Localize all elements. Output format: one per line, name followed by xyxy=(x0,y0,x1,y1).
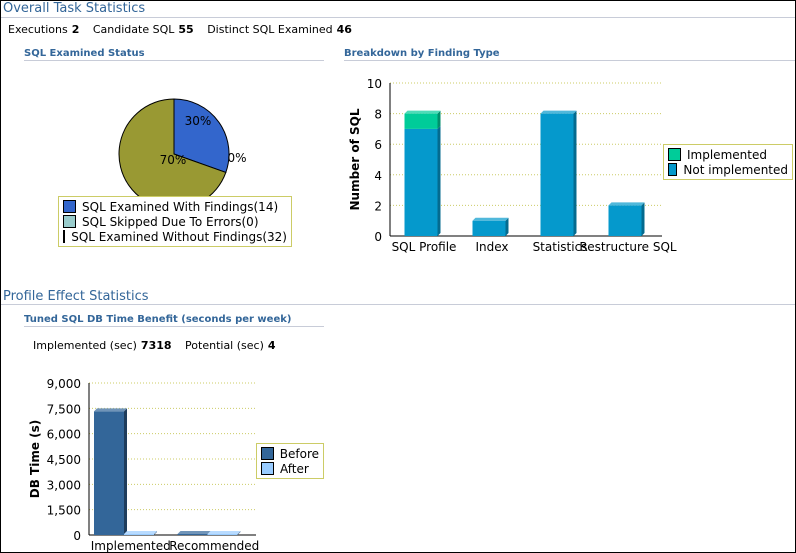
y-tick-label: 10 xyxy=(367,77,382,91)
y-tick-label: 4 xyxy=(374,169,382,183)
overall-section-title: Overall Task Statistics xyxy=(3,1,146,16)
db-time-legend: Before After xyxy=(256,443,324,479)
bar-top xyxy=(124,531,157,534)
bar-top xyxy=(540,110,577,114)
legend-item: SQL Skipped Due To Errors(0) xyxy=(63,214,287,229)
legend-label: After xyxy=(280,461,309,476)
bar xyxy=(124,534,154,535)
legend-item: Implemented xyxy=(668,147,788,162)
x-tick-label: Statistics xyxy=(533,240,588,254)
bar-side xyxy=(437,125,441,236)
pie-slice xyxy=(173,98,230,174)
x-tick-label: Restructure SQL xyxy=(579,240,677,254)
y-tick-label: 3,000 xyxy=(47,478,81,492)
pie-slice-label: 0% xyxy=(227,151,246,165)
divider xyxy=(24,326,324,327)
overall-stats: Executions 2 Candidate SQL 55 Distinct SQL… xyxy=(8,23,362,36)
stat-value: 46 xyxy=(336,23,352,36)
legend-item: Before xyxy=(261,446,319,461)
bar-side xyxy=(573,110,577,236)
y-tick-label: 2 xyxy=(374,199,382,213)
y-axis-label: DB Time (s) xyxy=(28,420,42,499)
y-tick-label: 8 xyxy=(374,108,382,122)
profile-chart-title: Tuned SQL DB Time Benefit (seconds per w… xyxy=(24,314,292,325)
stat-label: Implemented (sec) xyxy=(33,339,137,352)
divider xyxy=(1,17,795,18)
bar-side xyxy=(641,202,645,236)
bar xyxy=(404,128,438,236)
y-tick-label: 9,000 xyxy=(47,377,81,391)
y-tick-label: 7,500 xyxy=(47,402,81,416)
bar-top xyxy=(207,531,241,534)
profile-stats: Implemented (sec) 7318 Potential (sec) 4 xyxy=(33,339,286,352)
bar xyxy=(404,113,438,129)
stat-label: Candidate SQL xyxy=(92,23,175,36)
bar-side xyxy=(437,110,441,129)
stat-value: 4 xyxy=(267,339,276,352)
legend-swatch xyxy=(668,163,678,176)
legend-label: SQL Examined With Findings(14) xyxy=(82,199,279,214)
legend-label: Implemented xyxy=(687,147,767,162)
legend-label: Before xyxy=(279,446,319,461)
legend-label: SQL Examined Without Findings(32) xyxy=(71,229,287,244)
bar-side xyxy=(237,531,241,535)
bar xyxy=(94,411,124,535)
bar-top xyxy=(608,202,645,206)
y-tick-label: 1,500 xyxy=(47,504,81,518)
bar-side xyxy=(505,217,509,236)
legend-swatch xyxy=(261,447,274,460)
pie-slice-label: 70% xyxy=(160,153,187,167)
y-axis-label: Number of SQL xyxy=(348,108,362,210)
stat-label: Distinct SQL Examined xyxy=(207,23,333,36)
bar-top xyxy=(94,408,127,412)
x-tick-label: Index xyxy=(475,240,508,254)
legend-swatch xyxy=(63,230,66,243)
x-tick-label: SQL Profile xyxy=(392,240,457,254)
bar-top xyxy=(404,110,441,114)
legend-swatch xyxy=(668,148,681,161)
divider xyxy=(344,60,795,61)
y-tick-label: 6 xyxy=(374,138,382,152)
bar xyxy=(608,205,642,236)
legend-item: After xyxy=(261,461,319,476)
bar xyxy=(540,113,574,236)
y-tick-label: 0 xyxy=(374,230,382,244)
legend-item: Not implemented xyxy=(668,162,788,177)
x-tick-label: Recommended xyxy=(169,539,259,553)
stat-value: 2 xyxy=(71,23,80,36)
bar xyxy=(177,534,208,535)
bar-side xyxy=(124,408,127,535)
divider xyxy=(24,60,324,61)
pie-legend: SQL Examined With Findings(14) SQL Skipp… xyxy=(58,196,292,247)
stat-label: Potential (sec) xyxy=(185,339,264,352)
legend-label: SQL Skipped Due To Errors(0) xyxy=(82,214,259,229)
bar-title: Breakdown by Finding Type xyxy=(344,48,500,59)
stat-value: 7318 xyxy=(140,339,172,352)
stat-label: Executions xyxy=(8,23,68,36)
bar-side xyxy=(154,531,157,535)
pie-title: SQL Examined Status xyxy=(24,48,145,59)
x-tick-label: Implemented xyxy=(91,539,171,553)
legend-swatch xyxy=(261,462,274,475)
bar-top xyxy=(177,531,211,534)
legend-item: SQL Examined Without Findings(32) xyxy=(63,229,287,244)
y-tick-label: 4,500 xyxy=(47,453,81,467)
bar-legend: Implemented Not implemented xyxy=(663,144,793,180)
stat-value: 55 xyxy=(178,23,194,36)
bar-top xyxy=(472,217,509,221)
y-tick-label: 0 xyxy=(73,529,81,543)
pie-slice-label: 30% xyxy=(185,114,212,128)
bar xyxy=(472,220,506,236)
legend-swatch xyxy=(63,200,76,213)
y-tick-label: 6,000 xyxy=(47,428,81,442)
divider xyxy=(1,304,795,305)
bar xyxy=(207,534,238,535)
legend-swatch xyxy=(63,215,76,228)
profile-section-title: Profile Effect Statistics xyxy=(3,289,149,304)
legend-item: SQL Examined With Findings(14) xyxy=(63,199,287,214)
legend-label: Not implemented xyxy=(683,162,788,177)
